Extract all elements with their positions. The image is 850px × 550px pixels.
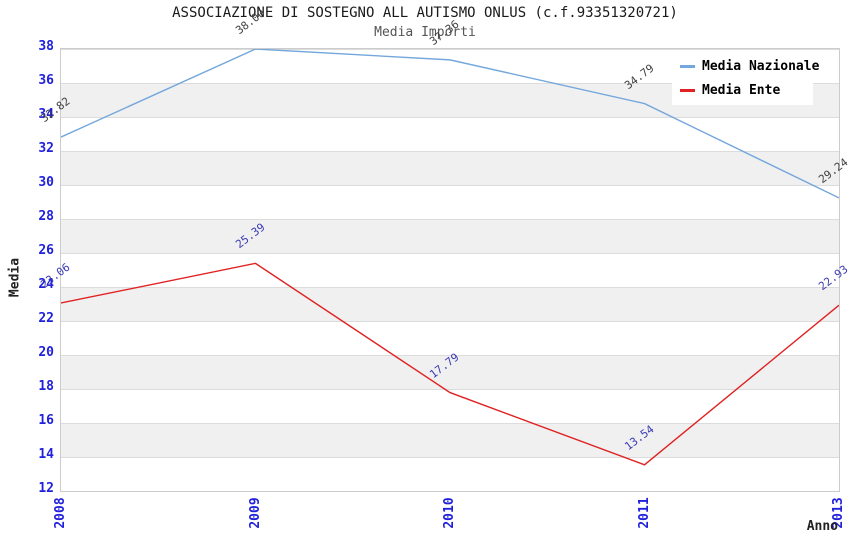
y-tick-label: 26 bbox=[38, 243, 54, 258]
y-tick-label: 32 bbox=[38, 141, 54, 156]
y-axis-title: Media bbox=[7, 257, 23, 298]
chart-subtitle: Media Importi bbox=[374, 25, 476, 40]
y-tick-label: 20 bbox=[38, 345, 54, 360]
y-tick-label: 36 bbox=[38, 73, 54, 88]
legend-label: Media Nazionale bbox=[702, 58, 820, 74]
y-tick-label: 30 bbox=[38, 175, 54, 190]
line-media-ente bbox=[61, 262, 839, 466]
y-tick-label: 24 bbox=[38, 277, 54, 292]
x-tick-label: 2009 bbox=[247, 497, 263, 529]
y-tick-label: 28 bbox=[38, 209, 54, 224]
x-axis-title: Anno bbox=[806, 519, 838, 534]
y-tick-label: 34 bbox=[38, 107, 54, 122]
line-media-nazionale bbox=[61, 49, 839, 199]
legend-label: Media Ente bbox=[702, 82, 781, 98]
y-tick-label: 22 bbox=[38, 311, 54, 326]
x-tick-label: 2010 bbox=[442, 497, 457, 529]
y-tick-label: 16 bbox=[38, 413, 54, 428]
y-tick-label: 18 bbox=[38, 379, 54, 394]
y-tick-label: 12 bbox=[38, 481, 54, 496]
series-lines bbox=[61, 49, 839, 466]
x-tick-label: 2011 bbox=[636, 497, 652, 529]
y-tick-label: 14 bbox=[38, 447, 54, 462]
x-tick-label: 2008 bbox=[53, 497, 68, 529]
legend: Media Nazionale Media Ente bbox=[672, 50, 819, 105]
media-nazionale-line-marker-icon bbox=[680, 64, 695, 68]
plot-area bbox=[60, 48, 840, 492]
legend-item-media-ente: Media Ente bbox=[672, 78, 813, 102]
media-ente-line-marker-icon bbox=[680, 88, 695, 92]
y-tick-label: 38 bbox=[38, 39, 54, 54]
chart-title: ASSOCIAZIONE DI SOSTEGNO ALL AUTISMO ONL… bbox=[172, 5, 678, 21]
legend-item-media-nazionale: Media Nazionale bbox=[672, 54, 819, 78]
